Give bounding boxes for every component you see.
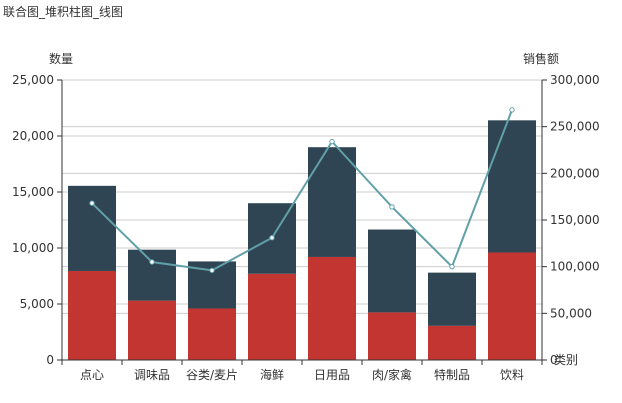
bar-1-6[interactable]: [428, 272, 476, 326]
bar-0-0[interactable]: [68, 270, 116, 360]
right-axis-title: 销售额: [523, 51, 559, 66]
left-tick-label: 15,000: [12, 185, 54, 199]
line-point-3[interactable]: [269, 235, 275, 241]
line-series: [89, 107, 515, 274]
line-point-5[interactable]: [389, 204, 395, 210]
x-tick-label: 特制品: [434, 367, 470, 382]
right-tick-label: 150,000: [550, 213, 600, 227]
bar-1-5[interactable]: [368, 229, 416, 313]
x-tick-label: 点心: [80, 368, 104, 382]
axes: [57, 79, 547, 365]
right-tick-label: 250,000: [550, 120, 600, 134]
right-tick-label: 0: [550, 353, 558, 367]
bar-1-4[interactable]: [308, 147, 356, 257]
bar-0-7[interactable]: [488, 252, 536, 360]
tick-labels: 0 5,000 10,000 15,000 20,000 25,000 0 50,000 100…: [12, 73, 600, 382]
line-point-1[interactable]: [149, 259, 155, 265]
line-point-0[interactable]: [89, 200, 95, 206]
bar-0-4[interactable]: [308, 256, 356, 360]
x-axis-title: 类别: [554, 353, 578, 367]
bar-series: [68, 120, 536, 360]
line-point-2[interactable]: [209, 267, 215, 274]
x-tick-label: 饮料: [500, 368, 524, 382]
bar-0-3[interactable]: [248, 273, 296, 360]
line-point-4[interactable]: [329, 138, 335, 145]
bar-1-0[interactable]: [68, 185, 116, 271]
left-tick-label: 20,000: [12, 129, 54, 143]
left-tick-label: 5,000: [20, 297, 54, 311]
left-tick-label: 25,000: [12, 73, 54, 87]
x-tick-label: 日用品: [314, 368, 350, 382]
grid-lines: [62, 79, 542, 361]
bar-0-1[interactable]: [128, 300, 176, 360]
right-tick-label: 200,000: [550, 166, 600, 180]
right-tick-label: 100,000: [550, 260, 600, 274]
bar-1-7[interactable]: [488, 120, 536, 253]
bar-0-2[interactable]: [188, 308, 236, 360]
bar-1-1[interactable]: [128, 249, 176, 301]
line-path-0: [91, 109, 513, 272]
bar-0-5[interactable]: [368, 312, 416, 360]
bar-0-6[interactable]: [428, 325, 476, 360]
right-tick-label: 50,000: [550, 306, 592, 320]
x-tick-label: 肉/家禽: [372, 367, 412, 382]
line-point-6[interactable]: [449, 263, 455, 270]
x-tick-label: 调味品: [134, 368, 170, 382]
x-tick-label: 海鲜: [260, 367, 284, 382]
x-tick-label: 谷类/麦片: [186, 368, 238, 382]
left-axis-title: 数量: [49, 51, 73, 66]
left-tick-label: 10,000: [12, 241, 54, 255]
chart-title: 联合图_堆积柱图_线图: [3, 4, 123, 19]
left-tick-label: 0: [46, 353, 54, 367]
right-tick-label: 300,000: [550, 73, 600, 87]
line-point-7[interactable]: [509, 107, 515, 113]
